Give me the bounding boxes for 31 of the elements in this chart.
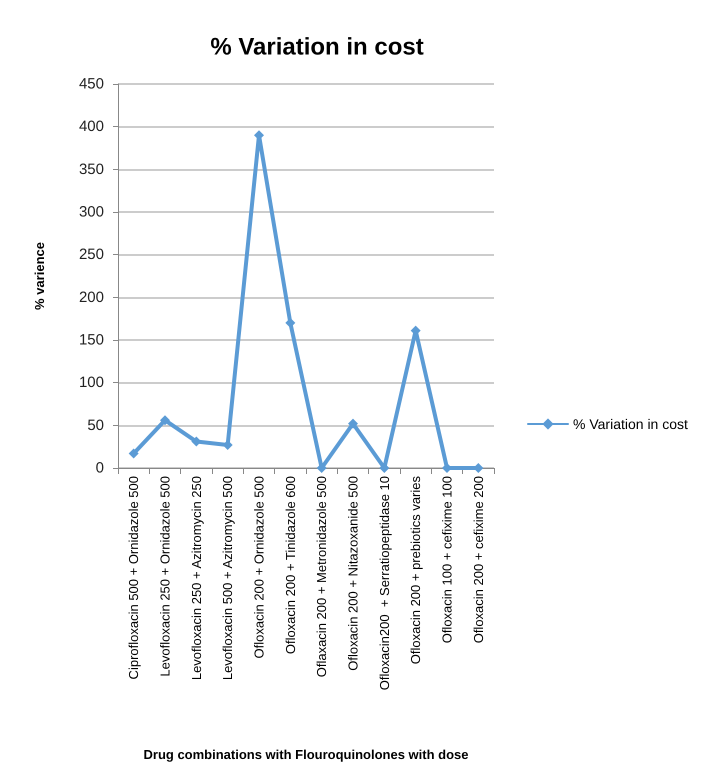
legend-label: % Variation in cost (573, 416, 688, 432)
x-tick-label: Ofloxacin 100 + cefixime 100 (440, 476, 454, 644)
y-axis-title: % varience (32, 242, 47, 310)
y-tick-label: 300 (78, 204, 104, 220)
x-axis-title: Drug combinations with Flouroquinolones with dose (144, 747, 468, 762)
x-tick-label: Ciprofloxacin 500 + Ornidazole 500 (126, 476, 142, 680)
x-tick-label: Ofloxacin 200 + Ornidazole 500 (252, 476, 266, 658)
point (191, 436, 202, 447)
x-tick-label: Levofloxacin 250 + Ornidazole 500 (158, 476, 172, 677)
x-tick-label: Levofloxacin 250 + Azitromycin 250 (188, 476, 204, 680)
y-tick-label: 250 (78, 246, 104, 264)
x-tick-label: Ofloxacin 200 + cefixime 200 (470, 476, 486, 644)
point (348, 418, 358, 429)
point (285, 318, 296, 328)
y-tick-label: 200 (78, 288, 104, 306)
y-tick-label: 100 (78, 374, 104, 392)
x-tick-label: Ofloxacin 200 + Nitazoxanide 500 (346, 476, 360, 671)
y-tick-label: 400 (78, 118, 104, 136)
x-tick-label: Levofloxacin 500 + Azitromycin 500 (220, 476, 236, 680)
x-tick-label: Ofloxacin 200 + prebiotics varies (408, 476, 424, 664)
y-tick-label: 0 (96, 460, 104, 476)
x-tick-label: Ofloxacin 200 + Tinidazole 600 (282, 476, 298, 654)
point (128, 448, 139, 458)
y-tick-label: 350 (78, 160, 104, 178)
y-tick-label: 50 (87, 416, 104, 434)
x-tick-label: Oflaxacin 200 + Metronidazole 500 (314, 476, 330, 678)
y-tick-label: 450 (78, 76, 104, 92)
y-tick-label: 150 (78, 332, 104, 348)
x-tick-label: Ofloxacin200 + Serratiopeptidase 10 (376, 476, 392, 690)
chart-title: % Variation in cost (210, 34, 424, 60)
point (160, 415, 170, 426)
